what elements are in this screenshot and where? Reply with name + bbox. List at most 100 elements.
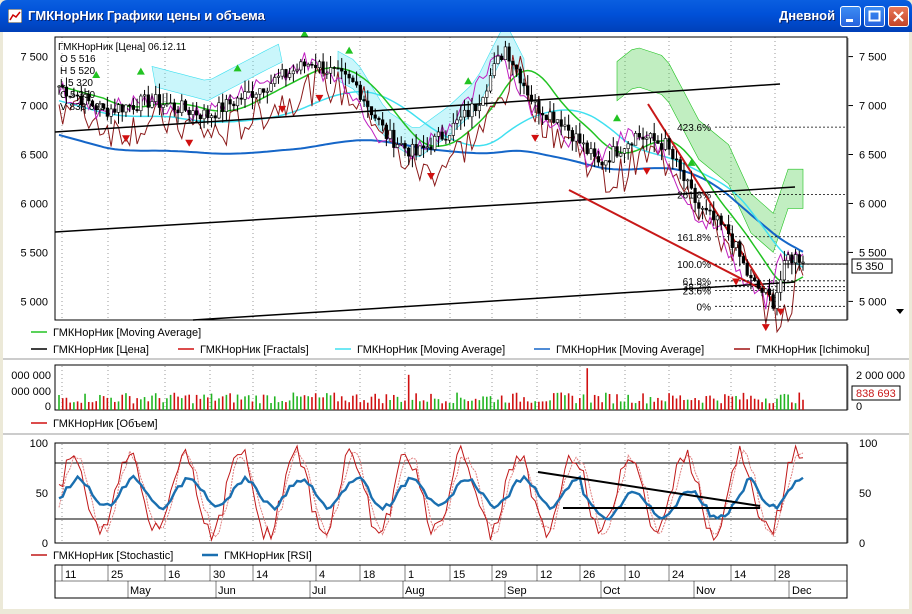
volume-bar-122 bbox=[512, 393, 514, 410]
candle-body-185 bbox=[745, 262, 749, 276]
candle-body-20 bbox=[131, 105, 136, 110]
candle-body-115 bbox=[485, 90, 489, 98]
candle-body-31 bbox=[172, 102, 176, 111]
fractal-up-14 bbox=[687, 158, 696, 166]
volume-bar-180 bbox=[727, 395, 730, 410]
volume-bar-169 bbox=[686, 399, 689, 410]
channel-line-lower bbox=[192, 281, 796, 321]
day-label-1: 25 bbox=[111, 569, 123, 581]
candle-body-171 bbox=[693, 187, 697, 203]
volume-bar-34 bbox=[184, 395, 187, 410]
month-label-dec: Dec bbox=[792, 585, 812, 597]
period-label: Дневной bbox=[779, 8, 836, 23]
candle-body-49 bbox=[239, 97, 243, 100]
candle-body-200 bbox=[801, 261, 805, 264]
volume-bar-67 bbox=[307, 396, 310, 410]
candle-body-193 bbox=[775, 292, 779, 309]
candle-body-65 bbox=[299, 61, 303, 71]
osc-trend-line-1 bbox=[537, 471, 761, 507]
volume-bar-49 bbox=[240, 399, 243, 410]
volume-bar-100 bbox=[430, 393, 432, 410]
candle-body-90 bbox=[392, 129, 396, 148]
volume-bar-159 bbox=[649, 397, 652, 410]
fractal-markers bbox=[92, 29, 785, 332]
volume-bar-89 bbox=[389, 400, 391, 410]
maximize-button[interactable] bbox=[864, 6, 885, 27]
fractal-up-8 bbox=[345, 46, 354, 54]
candle-body-21 bbox=[135, 109, 139, 112]
volume-bar-193 bbox=[776, 398, 778, 410]
candle-body-109 bbox=[462, 109, 467, 118]
volume-bar-199 bbox=[798, 392, 801, 410]
volume-bar-29 bbox=[166, 398, 168, 410]
candle-body-62 bbox=[288, 73, 292, 78]
volume-bar-54 bbox=[259, 403, 261, 410]
volume-bar-17 bbox=[121, 394, 124, 410]
volume-bar-164 bbox=[668, 393, 670, 410]
scroll-down-icon[interactable] bbox=[896, 309, 904, 314]
candle-body-53 bbox=[254, 93, 258, 98]
close-button[interactable] bbox=[888, 6, 909, 27]
candle-body-134 bbox=[555, 119, 560, 123]
candle-body-77 bbox=[343, 70, 348, 75]
volume-bar-194 bbox=[779, 394, 782, 410]
volume-bar-13 bbox=[106, 397, 109, 410]
volume-bar-68 bbox=[311, 397, 313, 410]
volume-bar-15 bbox=[114, 401, 116, 410]
candle-body-40 bbox=[206, 109, 210, 118]
candle-body-61 bbox=[284, 69, 288, 78]
chart-svg: 5 000 5 000 5 500 5 500 6 000 6 000 6 500 6 500… bbox=[3, 29, 909, 599]
title-bar[interactable]: ГМКНорНик Графики цены и объема Дневной bbox=[0, 0, 912, 32]
candle-body-160 bbox=[652, 133, 656, 141]
candle-body-38 bbox=[198, 114, 202, 120]
minimize-button[interactable] bbox=[840, 6, 861, 27]
rsi-line bbox=[58, 474, 804, 521]
candle-body-46 bbox=[228, 99, 232, 105]
stochastic-signal-line bbox=[58, 448, 804, 539]
volume-bar-130 bbox=[541, 401, 544, 410]
candle-body-177 bbox=[715, 215, 720, 221]
candle-body-157 bbox=[641, 136, 645, 140]
candle-body-91 bbox=[395, 144, 400, 148]
candle-body-194 bbox=[779, 279, 783, 293]
candle-body-58 bbox=[273, 77, 277, 84]
candle-body-146 bbox=[600, 161, 604, 166]
volume-bar-31 bbox=[173, 392, 176, 410]
candle-body-159 bbox=[648, 133, 653, 139]
volume-bar-25 bbox=[151, 395, 153, 410]
day-label-10: 12 bbox=[540, 569, 552, 581]
ichimoku-cloud-1 bbox=[151, 43, 283, 102]
volume-bar-182 bbox=[735, 395, 737, 410]
date-axis-day-labels: 11 25 16 30 14 4 18 1 15 29 12 26 10 24 14 28 bbox=[61, 565, 790, 581]
candle-body-164 bbox=[667, 138, 671, 150]
day-label-5: 4 bbox=[319, 569, 325, 581]
volume-bar-91 bbox=[396, 396, 399, 410]
candle-body-192 bbox=[771, 294, 775, 309]
info-close: C 5 350 bbox=[60, 90, 95, 101]
candle-body-80 bbox=[354, 81, 359, 86]
price-tick-right-5000: 5 000 bbox=[859, 296, 887, 308]
volume-bar-46 bbox=[229, 393, 231, 410]
volume-bar-99 bbox=[426, 401, 429, 410]
candle-body-169 bbox=[686, 179, 690, 182]
candle-body-129 bbox=[537, 100, 541, 114]
volume-bar-58 bbox=[273, 396, 276, 410]
volume-bar-50 bbox=[244, 396, 246, 410]
candle-body-120 bbox=[503, 46, 508, 60]
candle-body-126 bbox=[526, 85, 530, 96]
candle-body-106 bbox=[451, 122, 455, 136]
candle-body-100 bbox=[429, 146, 433, 150]
candle-body-99 bbox=[425, 146, 429, 149]
candle-body-108 bbox=[459, 116, 463, 121]
price-tick-right-7000: 7 000 bbox=[859, 101, 887, 113]
candle-body-123 bbox=[514, 64, 519, 70]
volume-bar-126 bbox=[526, 401, 529, 410]
volume-bar-84 bbox=[370, 396, 373, 410]
volume-bar-142 bbox=[586, 368, 589, 410]
price-candles bbox=[57, 40, 805, 316]
volume-bar-60 bbox=[281, 400, 283, 410]
volume-bar-146 bbox=[601, 402, 603, 410]
volume-bar-43 bbox=[218, 398, 220, 410]
osc-tick-right-100: 100 bbox=[859, 438, 877, 450]
volume-bar-0 bbox=[58, 394, 60, 410]
